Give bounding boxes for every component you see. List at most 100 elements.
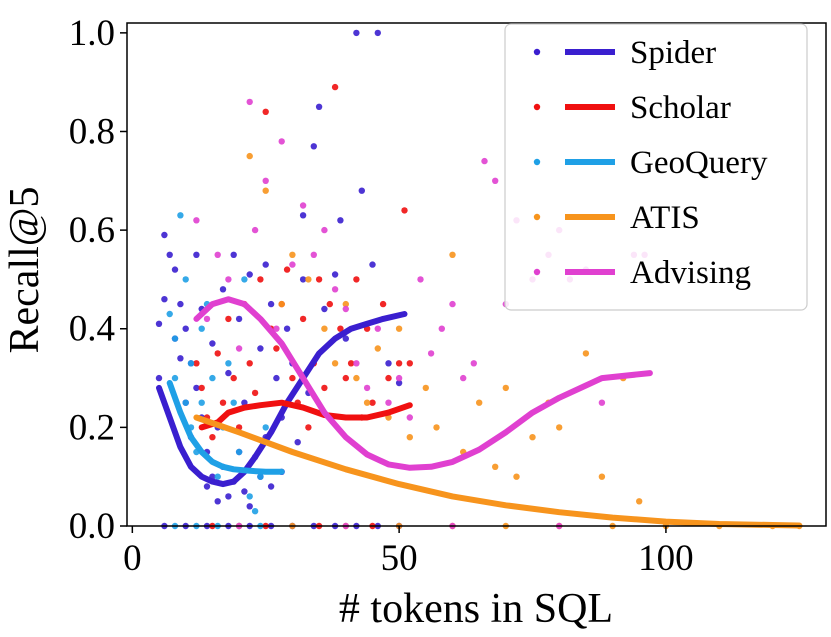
point-scholar-7 — [230, 374, 237, 382]
point-geoquery-15 — [225, 360, 232, 367]
point-atis-15 — [433, 424, 440, 431]
point-scholar-3 — [209, 434, 216, 441]
point-spider-26 — [225, 493, 232, 500]
point-atis-10 — [374, 345, 381, 352]
y-tick-label-0: 0.0 — [69, 506, 115, 547]
point-advising-9 — [278, 138, 285, 145]
point-atis-3 — [289, 251, 296, 258]
point-spider-33 — [246, 271, 253, 278]
point-scholar-27 — [337, 325, 344, 332]
point-atis-8 — [353, 374, 360, 382]
point-atis-4 — [305, 276, 312, 283]
point-advising-18 — [374, 325, 381, 332]
point-spider-60 — [374, 29, 381, 37]
point-spider-34 — [246, 503, 253, 510]
point-atis-18 — [476, 399, 483, 406]
point-spider-49 — [299, 276, 307, 283]
x-tick-label-0: 0 — [123, 538, 142, 579]
point-spider-45 — [283, 325, 291, 332]
point-advising-5 — [246, 98, 253, 106]
point-spider-42 — [273, 374, 280, 382]
point-advising-11 — [299, 202, 307, 209]
point-spider-18 — [203, 483, 211, 490]
point-advising-26 — [460, 374, 467, 382]
point-scholar-18 — [289, 374, 296, 382]
point-atis-1 — [262, 187, 269, 194]
point-atis-19 — [492, 463, 499, 470]
point-geoquery-2 — [171, 374, 179, 382]
point-scholar-15 — [273, 345, 280, 352]
point-atis-14 — [422, 384, 429, 392]
point-advising-12 — [310, 251, 317, 258]
point-advising-15 — [342, 305, 349, 313]
point-spider-36 — [257, 345, 264, 352]
trend-lines — [156, 296, 803, 529]
point-atis-9 — [363, 399, 371, 406]
point-scholar-36 — [395, 360, 403, 367]
point-atis-16 — [449, 251, 456, 258]
point-spider-53 — [321, 305, 328, 313]
point-spider-10 — [182, 325, 189, 332]
point-geoquery-22 — [262, 424, 269, 431]
point-atis-26 — [598, 473, 606, 480]
point-scholar-35 — [385, 374, 392, 382]
legend-label-scholar: Scholar — [630, 90, 731, 126]
point-advising-13 — [321, 226, 328, 234]
point-advising-1 — [203, 315, 211, 323]
point-spider-0 — [155, 320, 163, 327]
point-scholar-6 — [225, 315, 232, 323]
point-spider-61 — [385, 360, 392, 367]
point-scholar-26 — [331, 83, 339, 91]
point-atis-12 — [395, 325, 403, 332]
point-advising-2 — [214, 251, 221, 258]
trend-line-spider — [156, 311, 408, 488]
legend: Spider Scholar GeoQuery ATIS Advising — [504, 23, 808, 311]
point-advising-17 — [363, 384, 371, 392]
point-atis-0 — [246, 152, 253, 160]
point-spider-40 — [267, 300, 275, 308]
legend-label-spider: Spider — [630, 35, 716, 71]
trend-line-atis — [193, 414, 803, 529]
y-tick-label-0.2: 0.2 — [69, 407, 115, 448]
point-scholar-38 — [406, 360, 413, 367]
point-geoquery-18 — [241, 276, 248, 283]
point-scholar-30 — [353, 276, 360, 283]
point-geoquery-9 — [198, 325, 205, 332]
point-atis-2 — [278, 300, 285, 308]
point-spider-32 — [241, 488, 248, 495]
point-atis-5 — [321, 325, 328, 332]
point-spider-13 — [193, 251, 200, 258]
point-geoquery-4 — [182, 399, 189, 406]
point-spider-4 — [166, 251, 173, 258]
point-spider-5 — [171, 266, 179, 273]
point-advising-7 — [262, 177, 269, 184]
trend-line-geoquery — [166, 380, 285, 475]
point-geoquery-13 — [214, 473, 221, 480]
point-spider-25 — [225, 369, 232, 377]
x-axis: 0 50 100 — [123, 526, 694, 579]
point-spider-27 — [230, 251, 237, 258]
point-spider-31 — [241, 399, 248, 406]
legend-label-atis: ATIS — [630, 200, 700, 236]
point-scholar-24 — [321, 384, 328, 392]
point-advising-4 — [235, 345, 243, 352]
point-advising-28 — [481, 157, 488, 165]
point-atis-6 — [331, 360, 339, 367]
point-scholar-1 — [198, 384, 205, 392]
point-advising-21 — [406, 414, 413, 421]
point-spider-47 — [294, 439, 301, 446]
point-spider-41 — [267, 483, 275, 490]
point-spider-59 — [369, 261, 376, 268]
point-geoquery-19 — [246, 493, 253, 500]
point-spider-38 — [262, 261, 269, 268]
point-geoquery-16 — [230, 399, 237, 406]
point-scholar-29 — [347, 360, 355, 367]
point-scholar-10 — [246, 360, 253, 367]
point-atis-20 — [502, 384, 509, 392]
point-geoquery-7 — [187, 360, 195, 367]
point-atis-7 — [342, 300, 349, 308]
point-advising-19 — [385, 399, 392, 406]
point-geoquery-21 — [257, 473, 264, 480]
point-advising-10 — [289, 261, 296, 268]
point-geoquery-5 — [182, 276, 189, 283]
